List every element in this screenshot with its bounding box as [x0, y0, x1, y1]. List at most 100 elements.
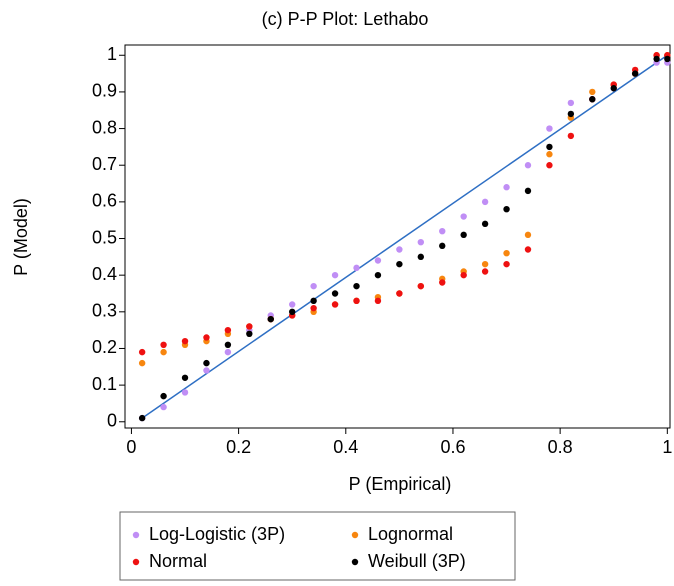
point [203, 334, 210, 341]
point [203, 359, 210, 367]
point [224, 341, 232, 349]
point [439, 279, 446, 286]
point [481, 260, 489, 268]
point [181, 389, 189, 396]
point [160, 341, 167, 349]
y-tick-label: 0.5 [92, 227, 117, 247]
point [138, 348, 146, 356]
point [331, 301, 339, 308]
point [589, 88, 596, 96]
point [481, 220, 489, 228]
point [353, 264, 360, 272]
y-tick-label: 0.1 [92, 374, 117, 394]
point [181, 337, 189, 345]
point [396, 260, 403, 268]
y-tick-label: 0 [107, 411, 117, 431]
point [160, 392, 167, 400]
point [396, 246, 403, 253]
point [546, 125, 553, 132]
y-tick-label: 0.7 [92, 154, 117, 174]
point [460, 271, 467, 279]
point [181, 374, 189, 381]
point [503, 249, 510, 257]
x-tick-label: 0.2 [226, 437, 251, 457]
point [246, 323, 253, 330]
point [138, 359, 146, 367]
point [460, 213, 467, 220]
point [503, 260, 510, 268]
point [138, 414, 146, 422]
point [374, 271, 382, 279]
point [567, 99, 575, 107]
point [567, 132, 575, 140]
y-tick-label: 0.2 [92, 337, 117, 357]
point [353, 297, 360, 305]
point [374, 297, 382, 305]
plot-frame [124, 44, 671, 429]
point [524, 231, 532, 239]
point [417, 238, 425, 246]
point [267, 315, 274, 323]
legend-marker [132, 558, 140, 566]
legend-label: Weibull (3P) [368, 551, 466, 571]
point [481, 268, 489, 275]
point [546, 151, 553, 158]
point [439, 242, 446, 250]
chart-title: (c) P-P Plot: Lethabo [262, 9, 429, 29]
legend-marker [351, 558, 359, 566]
point [653, 55, 660, 63]
y-tick-label: 1 [107, 44, 117, 64]
point [481, 198, 489, 206]
y-tick-label: 0.4 [92, 264, 117, 284]
x-tick-label: 0.4 [333, 437, 358, 457]
point [567, 110, 575, 118]
point [310, 304, 317, 312]
y-tick-label: 0.3 [92, 301, 117, 321]
point [353, 282, 360, 290]
point [246, 330, 253, 338]
point [439, 227, 446, 235]
point [524, 162, 532, 169]
point [503, 205, 510, 213]
point [331, 271, 339, 279]
y-tick-label: 0.9 [92, 81, 117, 101]
x-tick-label: 0.6 [440, 437, 465, 457]
point [503, 184, 510, 191]
point [331, 290, 339, 297]
point [610, 85, 617, 92]
point [310, 297, 317, 305]
x-axis-label: P (Empirical) [349, 474, 452, 494]
point [203, 367, 210, 374]
legend-label: Normal [149, 551, 207, 571]
legend-marker [132, 531, 140, 539]
y-axis-label: P (Model) [11, 198, 31, 276]
y-tick-label: 0.8 [92, 117, 117, 137]
point [160, 403, 167, 411]
legend-marker [351, 531, 359, 539]
point [460, 231, 467, 239]
y-tick-label: 0.6 [92, 191, 117, 211]
point [310, 282, 317, 290]
point [288, 301, 296, 308]
point [224, 348, 232, 356]
point [546, 143, 553, 151]
point [417, 282, 425, 290]
x-tick-label: 0 [126, 437, 136, 457]
legend-box [119, 511, 516, 581]
point [664, 55, 671, 63]
x-tick-label: 1 [662, 437, 672, 457]
point [224, 326, 232, 334]
point [288, 308, 296, 316]
legend-label: Log-Logistic (3P) [149, 524, 285, 544]
x-tick-label: 0.8 [548, 437, 573, 457]
point [589, 96, 596, 103]
point [374, 257, 382, 264]
point [524, 246, 532, 253]
point [546, 162, 553, 169]
point [631, 70, 639, 77]
legend-label: Lognormal [368, 524, 453, 544]
reference-line [141, 54, 668, 419]
point [524, 187, 532, 195]
point [160, 348, 167, 356]
